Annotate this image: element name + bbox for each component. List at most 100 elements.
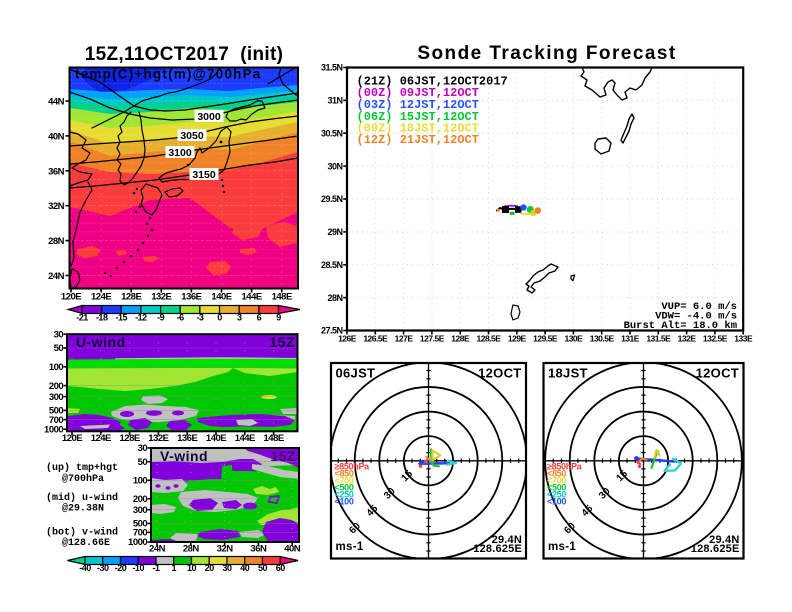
svg-text:120E: 120E [61, 292, 81, 303]
svg-text:≥850hPa: ≥850hPa [547, 462, 583, 472]
svg-text:40N: 40N [284, 544, 301, 555]
svg-text:3: 3 [237, 313, 242, 323]
svg-text:126.5E: 126.5E [363, 334, 388, 344]
svg-text:131E: 131E [621, 334, 640, 344]
svg-text:6: 6 [257, 313, 262, 323]
svg-text:<100: <100 [547, 497, 566, 507]
svg-text:-3: -3 [196, 313, 203, 323]
svg-text:30: 30 [222, 563, 232, 573]
svg-text:133E: 133E [734, 334, 753, 344]
svg-text:29.4N: 29.4N [709, 534, 739, 546]
svg-text:V-wind: V-wind [160, 448, 208, 464]
svg-text:132.5E: 132.5E [703, 334, 728, 344]
svg-text:<250: <250 [547, 490, 566, 500]
svg-text:124E: 124E [91, 433, 111, 444]
svg-text:127.5E: 127.5E [420, 334, 445, 344]
svg-text:12OCT: 12OCT [696, 366, 739, 381]
svg-text:148E: 148E [264, 433, 284, 444]
svg-text:200: 200 [133, 494, 148, 505]
svg-text:Sonde Tracking Forecast: Sonde Tracking Forecast [417, 43, 676, 64]
svg-text:temp(C)+hgt(m)@700hPa: temp(C)+hgt(m)@700hPa [75, 67, 262, 82]
svg-text:20: 20 [205, 563, 215, 573]
svg-text:18JST: 18JST [548, 366, 588, 381]
svg-text:128E: 128E [120, 433, 140, 444]
svg-text:700: 700 [133, 528, 148, 539]
svg-text:-18: -18 [96, 313, 108, 323]
svg-text:VUP= 6.0 m/s: VUP= 6.0 m/s [661, 301, 737, 313]
svg-text:(21Z) 06JST,12OCT2017: (21Z) 06JST,12OCT2017 [357, 75, 508, 89]
svg-text:<100: <100 [335, 497, 354, 507]
svg-text:<250: <250 [335, 490, 354, 500]
svg-text:128.625E: 128.625E [691, 543, 740, 555]
svg-text:128E: 128E [121, 292, 141, 303]
svg-text:120E: 120E [62, 433, 82, 444]
svg-text:144E: 144E [242, 292, 262, 303]
svg-text:10: 10 [187, 563, 197, 573]
svg-text:500: 500 [49, 406, 64, 417]
svg-text:28N: 28N [183, 544, 200, 555]
svg-text:50: 50 [138, 457, 148, 468]
svg-text:130.5E: 130.5E [590, 334, 615, 344]
svg-text:-6: -6 [177, 313, 184, 323]
svg-text:15Z,11OCT2017 (init): 15Z,11OCT2017 (init) [85, 44, 283, 65]
svg-text:700: 700 [49, 415, 64, 426]
svg-text:32N: 32N [217, 544, 234, 555]
svg-text:300: 300 [49, 392, 64, 403]
svg-text:1000: 1000 [128, 537, 147, 548]
svg-text:44N: 44N [48, 97, 65, 108]
svg-text:29.4N: 29.4N [492, 534, 522, 546]
svg-text:-30: -30 [97, 563, 109, 573]
svg-text:40: 40 [240, 563, 250, 573]
svg-text:1000: 1000 [44, 424, 63, 435]
svg-text:ms-1: ms-1 [336, 541, 364, 553]
svg-text:(00Z) 09JST,12OCT: (00Z) 09JST,12OCT [357, 86, 479, 100]
svg-text:32N: 32N [48, 201, 65, 212]
svg-text:31.5N: 31.5N [321, 63, 343, 73]
svg-text:132E: 132E [151, 292, 171, 303]
svg-text:(bot) v-wind: (bot) v-wind [46, 527, 118, 539]
svg-text:30N: 30N [327, 161, 342, 171]
svg-text:VDW= -4.0 m/s: VDW= -4.0 m/s [655, 310, 737, 322]
svg-text:28.5N: 28.5N [321, 260, 343, 270]
svg-text:@128.66E: @128.66E [62, 537, 110, 549]
svg-text:300: 300 [133, 505, 148, 516]
svg-text:06JST: 06JST [336, 366, 376, 381]
svg-text:(mid) u-wind: (mid) u-wind [46, 492, 118, 504]
svg-text:36N: 36N [250, 544, 267, 555]
svg-text:U-wind: U-wind [76, 334, 126, 350]
svg-text:<500: <500 [335, 483, 354, 493]
svg-text:1: 1 [172, 563, 177, 573]
svg-text:(09Z) 18JST,12OCT: (09Z) 18JST,12OCT [357, 122, 479, 136]
svg-text:(12Z) 21JST,12OCT: (12Z) 21JST,12OCT [357, 133, 479, 147]
svg-text:500: 500 [133, 519, 148, 530]
svg-text:129.5E: 129.5E [533, 334, 558, 344]
svg-text:129E: 129E [508, 334, 527, 344]
svg-text:29N: 29N [327, 227, 342, 237]
svg-text:50: 50 [258, 563, 268, 573]
svg-text:36N: 36N [48, 166, 65, 177]
svg-text:100: 100 [49, 362, 64, 373]
svg-text:-15: -15 [116, 313, 128, 323]
svg-text:30: 30 [54, 329, 64, 340]
svg-text:9: 9 [276, 313, 281, 323]
svg-text:0: 0 [217, 313, 222, 323]
svg-text:12OCT: 12OCT [478, 366, 521, 381]
svg-text:126E: 126E [338, 334, 357, 344]
svg-text:-40: -40 [79, 563, 91, 573]
svg-text:128E: 128E [451, 334, 470, 344]
svg-text:-1: -1 [152, 563, 159, 573]
svg-text:28N: 28N [48, 236, 65, 247]
svg-text:(06Z) 15JST,12OCT: (06Z) 15JST,12OCT [357, 110, 479, 124]
svg-text:24N: 24N [48, 271, 65, 282]
svg-text:40N: 40N [48, 131, 65, 142]
svg-text:ms-1: ms-1 [548, 541, 576, 553]
svg-text:-20: -20 [115, 563, 127, 573]
svg-text:<700: <700 [547, 476, 566, 486]
svg-text:30.5N: 30.5N [321, 128, 343, 138]
svg-text:140E: 140E [211, 292, 231, 303]
svg-text:Burst Alt= 18.0 km: Burst Alt= 18.0 km [624, 320, 737, 332]
svg-text:-10: -10 [132, 563, 144, 573]
svg-text:128.5E: 128.5E [477, 334, 502, 344]
svg-text:30: 30 [138, 443, 148, 454]
svg-text:<500: <500 [547, 483, 566, 493]
